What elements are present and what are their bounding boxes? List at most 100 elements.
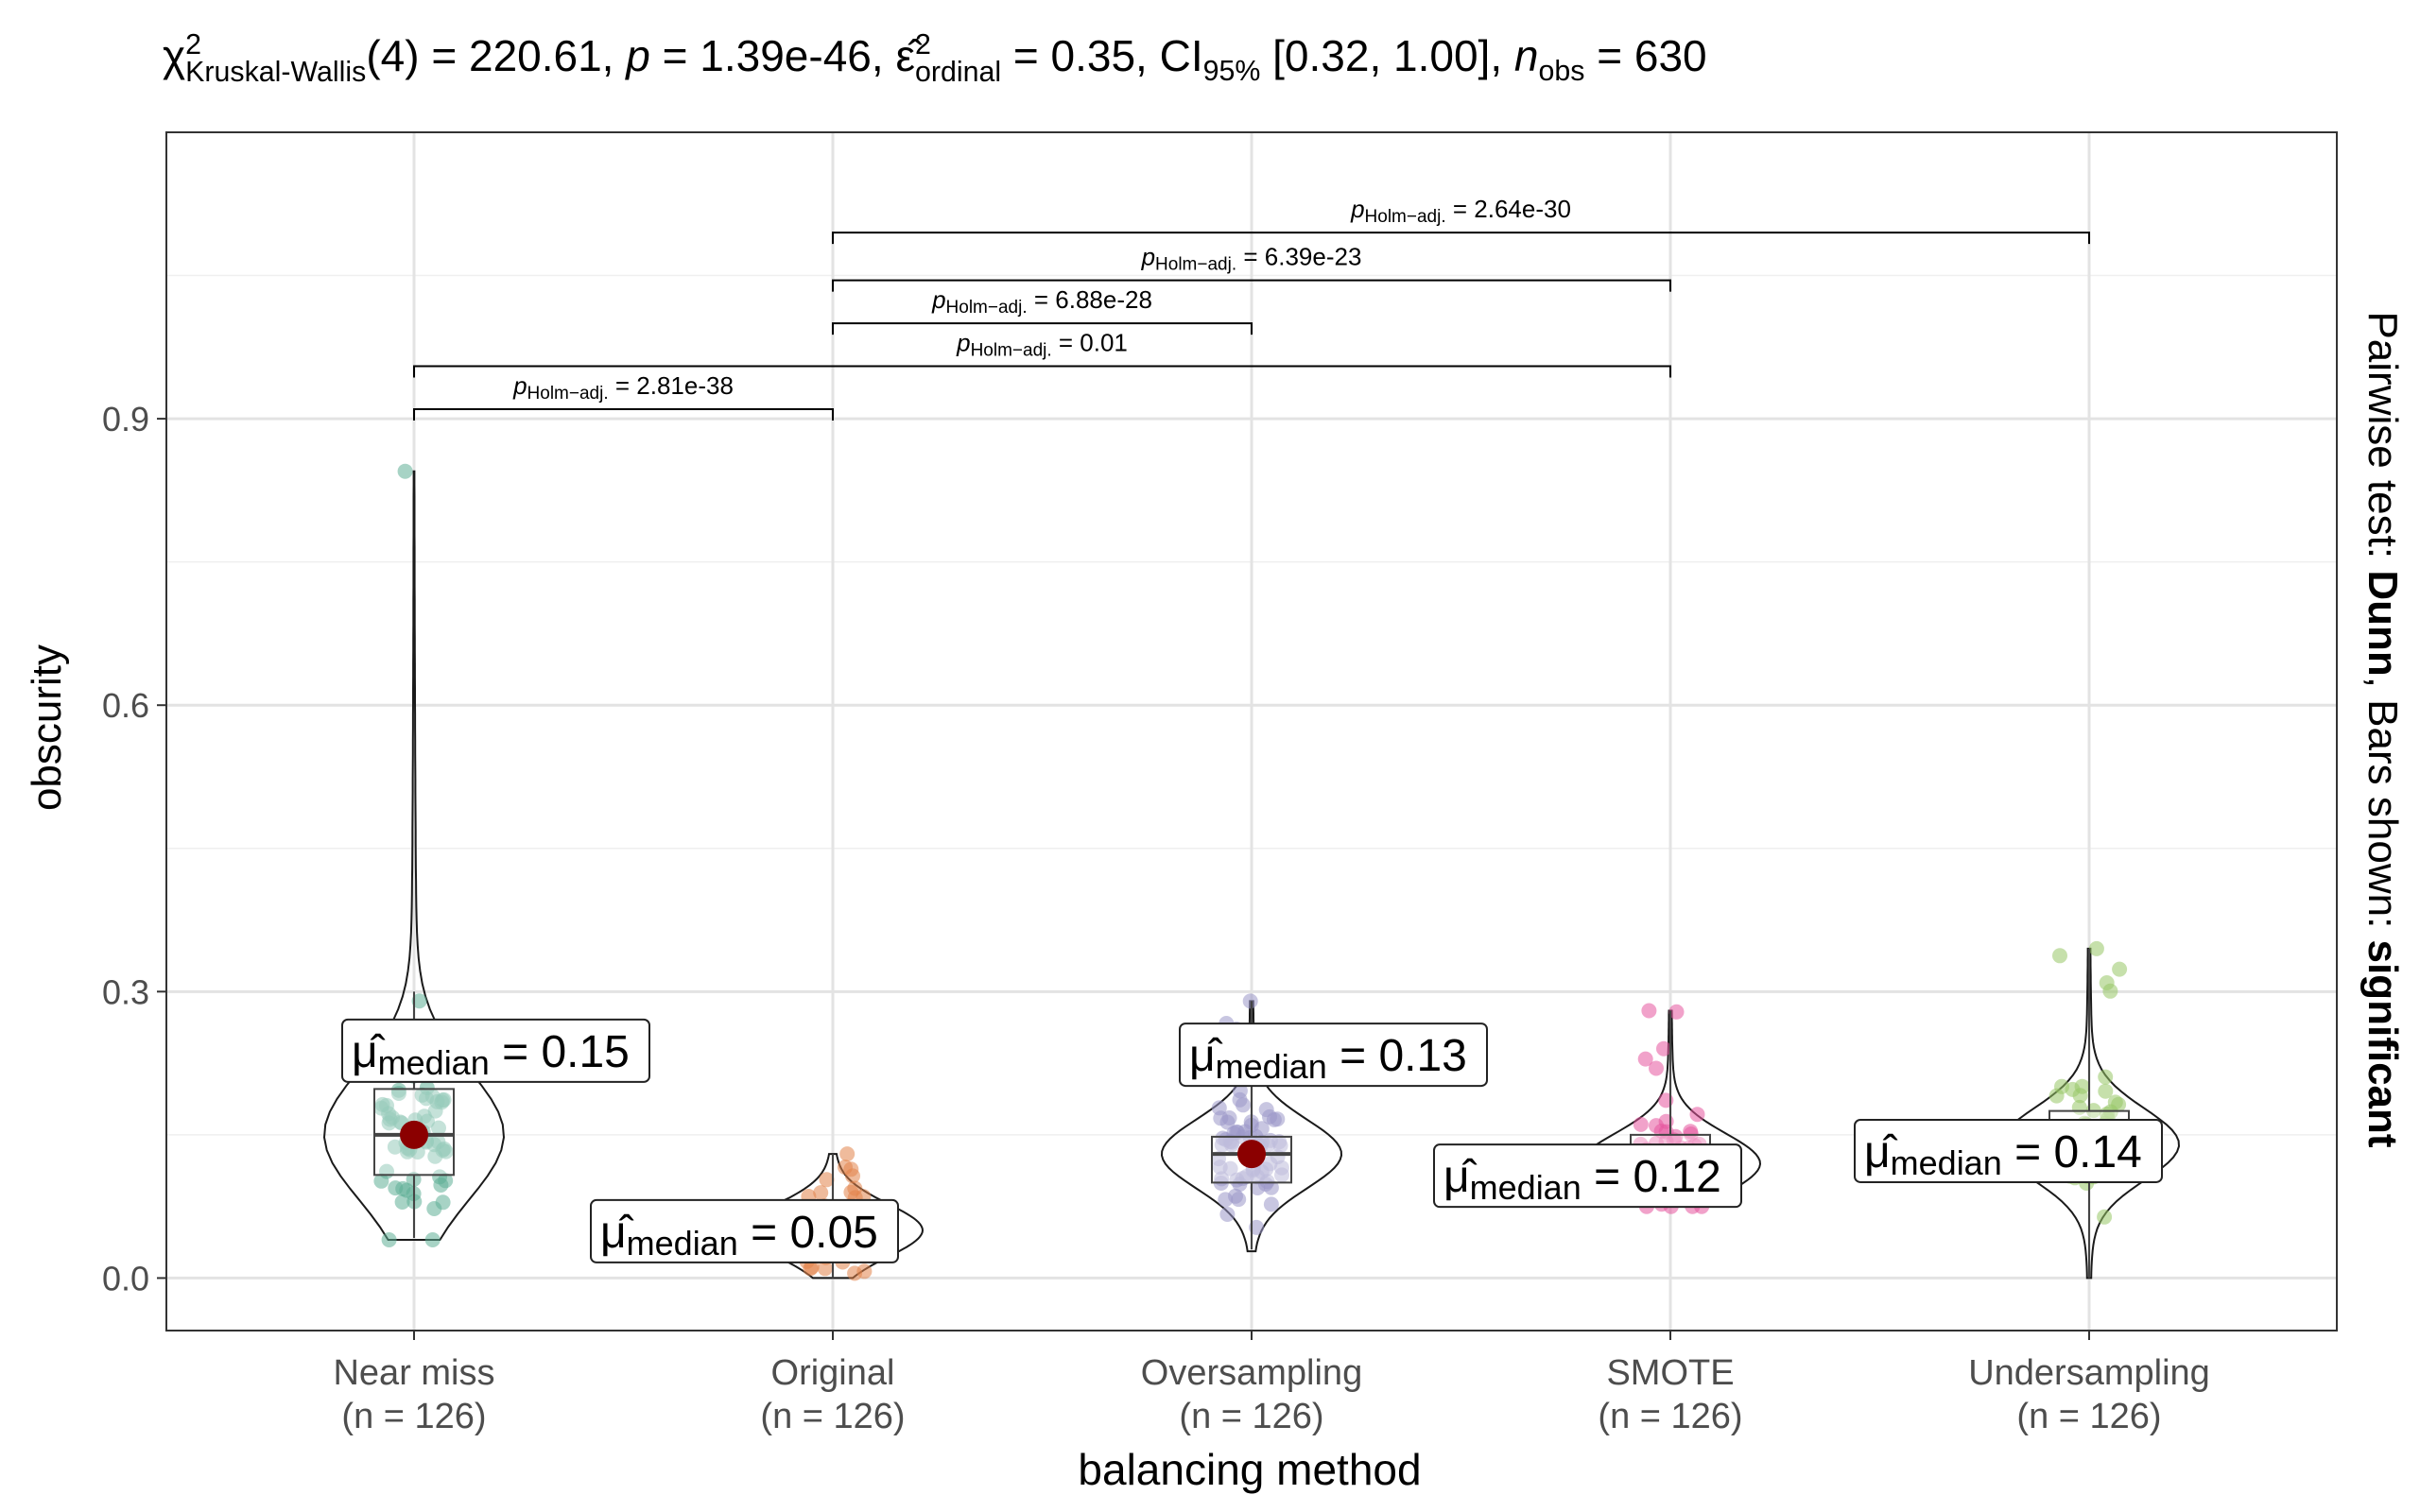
data-point-0 <box>381 1232 397 1247</box>
data-point-3 <box>1656 1040 1671 1057</box>
data-point-3 <box>1637 1051 1653 1067</box>
data-point-2 <box>1219 1207 1236 1222</box>
median-label-sub: median <box>1216 1047 1327 1086</box>
pairwise-bracket-4 <box>832 232 2090 245</box>
pairwise-bar-0: pHolm−adj. = 2.81e-38 <box>413 371 834 421</box>
data-point-4 <box>2107 1094 2123 1110</box>
data-point-0 <box>431 1120 446 1136</box>
pairwise-label-1: pHolm−adj. = 0.01 <box>956 329 1128 361</box>
title-eq2: = 1.39e-46, <box>649 31 896 80</box>
pairwise-value: = 6.39e-23 <box>1236 243 1361 271</box>
data-point-0 <box>397 463 413 479</box>
caption-shown: significant <box>2360 939 2406 1148</box>
data-point-0 <box>433 1177 449 1193</box>
y-tick-label: 0.9 <box>102 400 149 438</box>
data-point-0 <box>436 1141 452 1157</box>
pairwise-bracket-2 <box>832 322 1253 335</box>
median-label-value: = 0.15 <box>490 1027 630 1077</box>
title-chi-sub: Kruskal-Wallis <box>185 56 367 88</box>
median-label-box-4 <box>1854 1118 2163 1183</box>
pairwise-label-4: pHolm−adj. = 2.64e-30 <box>1350 195 1571 227</box>
data-point-1 <box>817 1261 833 1277</box>
x-tick-label-3: SMOTE <box>1606 1353 1734 1393</box>
data-point-0 <box>436 1091 452 1108</box>
pairwise-value: = 0.01 <box>1052 329 1128 357</box>
x-tick-label-0: Near miss <box>333 1353 494 1393</box>
title-n: n <box>1513 31 1539 80</box>
x-tick-n-label-1: (n = 126) <box>760 1397 905 1436</box>
caption-middle: , Bars shown: <box>2360 676 2406 940</box>
pairwise-sub: Holm−adj. <box>971 341 1052 361</box>
x-axis-title: balancing method <box>1078 1445 1422 1494</box>
title-eps-sup: 2 <box>914 29 931 61</box>
pairwise-value: = 2.64e-30 <box>1446 195 1571 223</box>
median-label-value: = 0.12 <box>1582 1152 1721 1202</box>
data-point-4 <box>2054 1078 2069 1094</box>
x-tick-label-2: Oversampling <box>1141 1353 1362 1393</box>
chart-title: χ 2 Kruskal-Wallis (4) = 220.61, p = 1.39e-… <box>163 30 1707 88</box>
median-label-box-3 <box>1433 1143 1742 1209</box>
pairwise-label-2: pHolm−adj. = 6.88e-28 <box>931 285 1152 318</box>
data-point-0 <box>381 1106 397 1122</box>
pairwise-bracket-0 <box>413 408 834 421</box>
data-point-0 <box>427 1103 443 1119</box>
y-axis-title: obscurity <box>24 644 70 812</box>
median-label-text-2: μ̂median = 0.13 <box>1189 1031 1467 1086</box>
median-label-layer: μ̂median = 0.15 μ̂median = 0.05 μ̂median =… <box>341 1018 2163 1263</box>
median-label-1: μ̂median = 0.05 <box>590 1198 899 1263</box>
pairwise-sub: Holm−adj. <box>527 384 609 404</box>
median-label-sub: median <box>1891 1143 2002 1182</box>
data-point-2 <box>1274 1167 1289 1183</box>
median-label-text-3: μ̂median = 0.12 <box>1443 1152 1721 1207</box>
data-point-0 <box>394 1194 410 1210</box>
median-label-2: μ̂median = 0.13 <box>1179 1022 1488 1088</box>
data-point-2 <box>1263 1196 1279 1212</box>
title-p: p <box>626 31 650 80</box>
pairwise-sub: Holm−adj. <box>1155 255 1236 275</box>
data-point-0 <box>414 1087 430 1103</box>
title-eq3: = 0.35, CI <box>1001 31 1203 80</box>
pairwise-p: p <box>1141 243 1155 271</box>
data-point-2 <box>1236 1097 1251 1113</box>
median-label-value: = 0.05 <box>738 1208 878 1258</box>
x-tick-n-label-3: (n = 126) <box>1598 1397 1742 1436</box>
median-label-value: = 0.14 <box>2002 1127 2142 1177</box>
pairwise-p: p <box>931 285 945 314</box>
data-point-2 <box>1224 1134 1240 1150</box>
data-point-2 <box>1232 1083 1248 1099</box>
data-point-1 <box>819 1172 835 1188</box>
title-eps: ε̂ <box>895 31 915 80</box>
data-point-4 <box>2112 961 2128 977</box>
median-label-sub: median <box>1470 1168 1582 1207</box>
pairwise-bar-1: pHolm−adj. = 0.01 <box>413 329 1671 378</box>
median-label-4: μ̂median = 0.14 <box>1854 1118 2163 1183</box>
data-point-4 <box>2098 1083 2114 1099</box>
x-tick-label-1: Original <box>771 1353 895 1393</box>
data-point-2 <box>1242 993 1258 1009</box>
median-label-box-1 <box>590 1198 899 1263</box>
pairwise-p: p <box>956 329 970 357</box>
median-label-text-0: μ̂median = 0.15 <box>352 1027 630 1082</box>
y-tick-label: 0.3 <box>102 972 149 1011</box>
data-point-4 <box>2088 940 2104 956</box>
median-point-0 <box>400 1120 428 1149</box>
pairwise-label-0: pHolm−adj. = 2.81e-38 <box>512 371 734 404</box>
median-label-3: μ̂median = 0.12 <box>1433 1143 1742 1209</box>
caption-prefix: Pairwise test: <box>2360 311 2406 571</box>
median-point-2 <box>1237 1140 1266 1169</box>
y-tick-label: 0.0 <box>102 1259 149 1297</box>
data-point-3 <box>1641 1003 1657 1019</box>
title-df: (4) <box>366 31 420 80</box>
median-label-sub: median <box>378 1043 490 1082</box>
pairwise-bar-4: pHolm−adj. = 2.64e-30 <box>832 195 2090 245</box>
data-point-3 <box>1649 1060 1664 1076</box>
pairwise-value: = 2.81e-38 <box>609 371 734 400</box>
title-n-sub: obs <box>1538 56 1585 88</box>
title-eq4: [0.32, 1.00], <box>1260 31 1514 80</box>
title-chi-sup: 2 <box>185 29 202 61</box>
data-point-1 <box>813 1185 829 1201</box>
pairwise-bar-2: pHolm−adj. = 6.88e-28 <box>832 285 1253 335</box>
